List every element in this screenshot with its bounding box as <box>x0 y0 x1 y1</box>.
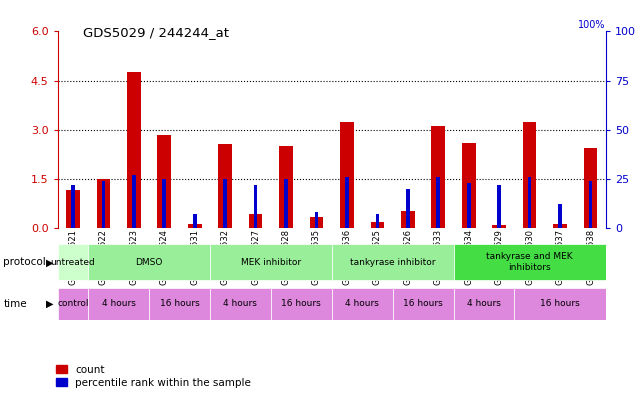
Bar <box>492 225 506 228</box>
Bar <box>149 288 210 320</box>
Bar <box>454 244 606 280</box>
Bar <box>162 179 166 228</box>
Text: 4 hours: 4 hours <box>102 299 135 308</box>
Bar <box>88 288 149 320</box>
Bar <box>284 179 288 228</box>
Bar <box>315 212 319 228</box>
Bar <box>58 288 88 320</box>
Bar <box>523 121 537 228</box>
Text: DMSO: DMSO <box>135 258 163 267</box>
Text: ▶: ▶ <box>46 257 54 267</box>
Bar <box>462 143 476 228</box>
Bar <box>345 177 349 228</box>
Bar <box>210 244 332 280</box>
Text: ▶: ▶ <box>46 299 54 309</box>
Bar <box>406 189 410 228</box>
Bar <box>210 288 271 320</box>
Bar <box>193 214 197 228</box>
Bar <box>88 244 210 280</box>
Bar <box>528 177 531 228</box>
Bar <box>132 175 136 228</box>
Bar <box>271 288 332 320</box>
Legend: count, percentile rank within the sample: count, percentile rank within the sample <box>56 365 251 388</box>
Bar <box>370 222 384 228</box>
Text: control: control <box>57 299 88 308</box>
Bar <box>71 185 75 228</box>
Bar <box>454 288 515 320</box>
Text: 16 hours: 16 hours <box>403 299 443 308</box>
Text: time: time <box>3 299 27 309</box>
Bar <box>188 224 201 228</box>
Bar <box>401 211 415 228</box>
Text: 16 hours: 16 hours <box>281 299 321 308</box>
Bar <box>340 121 354 228</box>
Bar <box>584 148 597 228</box>
Bar <box>437 177 440 228</box>
Bar <box>279 146 293 228</box>
Text: GDS5029 / 244244_at: GDS5029 / 244244_at <box>83 26 229 39</box>
Bar <box>223 179 227 228</box>
Text: protocol: protocol <box>3 257 46 267</box>
Bar <box>158 134 171 228</box>
Bar <box>467 183 470 228</box>
Bar <box>127 72 140 228</box>
Bar <box>515 288 606 320</box>
Bar <box>588 181 592 228</box>
Bar <box>553 224 567 228</box>
Text: untreated: untreated <box>51 258 96 267</box>
Text: tankyrase and MEK
inhibitors: tankyrase and MEK inhibitors <box>487 252 573 272</box>
Bar <box>249 214 262 228</box>
Text: 4 hours: 4 hours <box>467 299 501 308</box>
Bar <box>58 244 88 280</box>
Bar <box>332 288 392 320</box>
Bar <box>310 217 323 228</box>
Bar <box>376 214 379 228</box>
Bar <box>392 288 454 320</box>
Bar <box>497 185 501 228</box>
Text: 100%: 100% <box>578 20 606 31</box>
Bar <box>431 127 445 228</box>
Text: tankyrase inhibitor: tankyrase inhibitor <box>350 258 435 267</box>
Text: 16 hours: 16 hours <box>540 299 580 308</box>
Bar <box>101 181 105 228</box>
Text: MEK inhibitor: MEK inhibitor <box>241 258 301 267</box>
Text: 4 hours: 4 hours <box>345 299 379 308</box>
Bar <box>558 204 562 228</box>
Text: 4 hours: 4 hours <box>224 299 257 308</box>
Bar <box>97 179 110 228</box>
Bar <box>332 244 454 280</box>
Bar <box>254 185 258 228</box>
Bar <box>219 145 232 228</box>
Text: 16 hours: 16 hours <box>160 299 199 308</box>
Bar <box>66 190 79 228</box>
